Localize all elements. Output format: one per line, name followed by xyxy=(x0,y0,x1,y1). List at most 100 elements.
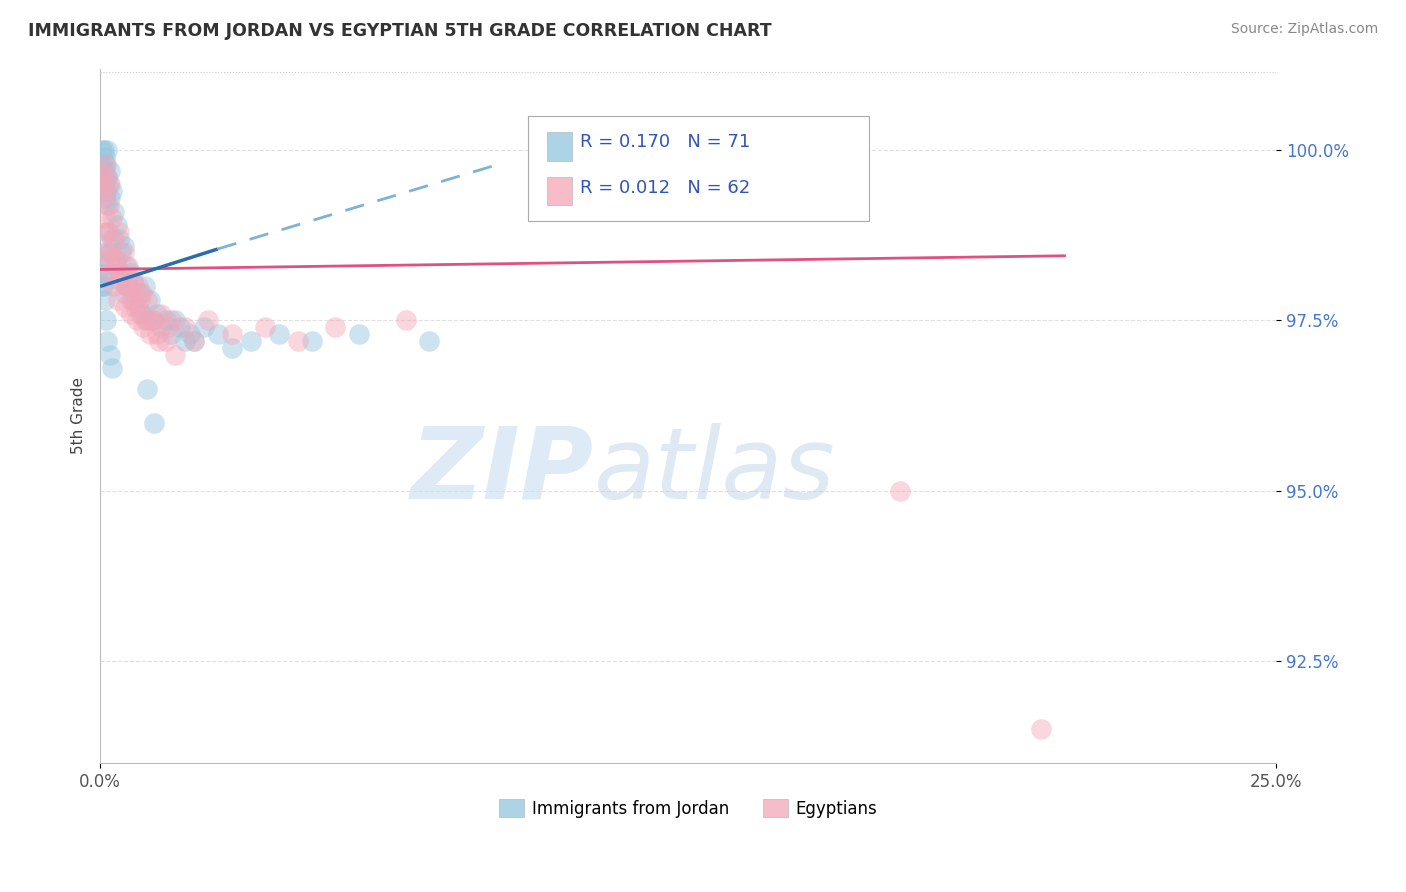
Point xyxy=(93,279,115,293)
Point xyxy=(94,293,117,307)
Point xyxy=(155,313,177,327)
Point xyxy=(96,170,118,185)
Point xyxy=(112,245,135,260)
Text: atlas: atlas xyxy=(595,423,835,520)
Point xyxy=(134,279,156,293)
Point xyxy=(165,313,187,327)
Point xyxy=(301,334,323,348)
Point xyxy=(98,191,121,205)
Point xyxy=(94,313,117,327)
Text: R = 0.012   N = 62: R = 0.012 N = 62 xyxy=(581,179,751,197)
Point xyxy=(134,313,156,327)
Point xyxy=(103,232,125,246)
Point xyxy=(94,150,117,164)
Point xyxy=(183,334,205,348)
Point xyxy=(96,225,118,239)
Point xyxy=(94,184,117,198)
Point xyxy=(136,313,159,327)
Point xyxy=(136,293,159,307)
Point xyxy=(101,361,124,376)
Point xyxy=(91,157,114,171)
Point xyxy=(150,307,173,321)
Point xyxy=(94,157,117,171)
Point xyxy=(132,320,155,334)
Point xyxy=(94,184,117,198)
Point xyxy=(159,313,181,327)
Point xyxy=(101,184,124,198)
Point xyxy=(173,334,195,348)
Point xyxy=(141,313,163,327)
Point xyxy=(120,266,142,280)
Point xyxy=(143,416,166,430)
Point xyxy=(107,293,129,307)
Point xyxy=(101,211,124,226)
Point xyxy=(93,178,115,192)
Point xyxy=(395,313,418,327)
Point xyxy=(101,232,124,246)
Point xyxy=(105,218,128,232)
Point xyxy=(889,483,911,498)
Point xyxy=(165,347,187,361)
Point xyxy=(122,272,145,286)
Point xyxy=(129,293,152,307)
Point xyxy=(155,334,177,348)
Point xyxy=(96,198,118,212)
Point xyxy=(183,334,205,348)
Point xyxy=(91,266,114,280)
Point xyxy=(115,279,138,293)
Point xyxy=(110,266,132,280)
Point xyxy=(96,170,118,185)
Point xyxy=(145,307,167,321)
Point xyxy=(93,143,115,157)
Point xyxy=(94,191,117,205)
Point xyxy=(94,163,117,178)
Point xyxy=(148,334,170,348)
Point xyxy=(91,178,114,192)
Point xyxy=(104,259,127,273)
Point xyxy=(141,313,163,327)
Point xyxy=(94,157,117,171)
Point xyxy=(179,327,201,342)
Point xyxy=(120,293,142,307)
Point xyxy=(93,170,115,185)
Text: ZIP: ZIP xyxy=(411,423,595,520)
Point xyxy=(91,245,114,260)
Point xyxy=(96,245,118,260)
Point xyxy=(253,320,276,334)
Point xyxy=(124,279,146,293)
Point xyxy=(138,327,160,342)
Point xyxy=(103,252,125,267)
Point xyxy=(347,327,370,342)
Point xyxy=(323,320,346,334)
Point xyxy=(105,259,128,273)
Point xyxy=(136,382,159,396)
Text: IMMIGRANTS FROM JORDAN VS EGYPTIAN 5TH GRADE CORRELATION CHART: IMMIGRANTS FROM JORDAN VS EGYPTIAN 5TH G… xyxy=(28,22,772,40)
Point xyxy=(112,238,135,252)
Point xyxy=(110,245,132,260)
Point xyxy=(98,245,121,260)
Point xyxy=(98,163,121,178)
Point xyxy=(117,279,139,293)
Point xyxy=(91,143,114,157)
Point xyxy=(108,232,131,246)
Point xyxy=(117,259,139,273)
Point xyxy=(100,252,122,267)
Point xyxy=(169,320,191,334)
Point xyxy=(207,327,229,342)
Point xyxy=(108,225,131,239)
Text: R = 0.170   N = 71: R = 0.170 N = 71 xyxy=(581,133,751,151)
Point xyxy=(117,279,139,293)
Point xyxy=(98,178,121,192)
Point xyxy=(97,178,120,192)
Point xyxy=(98,245,121,260)
Y-axis label: 5th Grade: 5th Grade xyxy=(72,377,86,454)
Point xyxy=(93,259,115,273)
Point xyxy=(127,279,149,293)
Point xyxy=(98,347,121,361)
Text: Source: ZipAtlas.com: Source: ZipAtlas.com xyxy=(1230,22,1378,37)
Point xyxy=(105,252,128,267)
Point xyxy=(418,334,440,348)
Point xyxy=(114,300,136,314)
Point xyxy=(157,320,180,334)
Point xyxy=(94,211,117,226)
